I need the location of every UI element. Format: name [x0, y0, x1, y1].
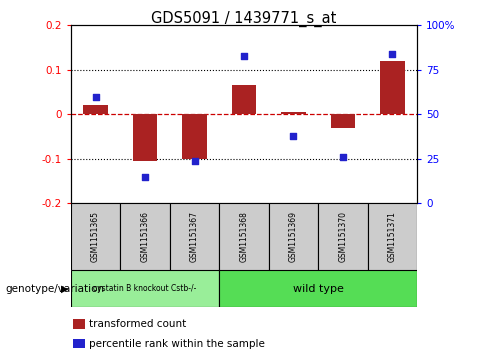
- Bar: [281, 112, 306, 114]
- Point: [191, 158, 199, 163]
- Bar: [120, 203, 170, 270]
- Bar: [71, 203, 120, 270]
- Text: GSM1151370: GSM1151370: [339, 211, 347, 262]
- Text: cystatin B knockout Cstb-/-: cystatin B knockout Cstb-/-: [93, 284, 197, 293]
- Bar: [71, 270, 219, 307]
- Text: GSM1151369: GSM1151369: [289, 211, 298, 262]
- Text: GSM1151365: GSM1151365: [91, 211, 100, 262]
- Text: genotype/variation: genotype/variation: [5, 284, 104, 294]
- Text: percentile rank within the sample: percentile rank within the sample: [89, 339, 264, 349]
- Text: GSM1151368: GSM1151368: [240, 211, 248, 262]
- Bar: [331, 114, 355, 128]
- Point: [339, 154, 347, 160]
- Bar: [170, 203, 219, 270]
- Text: transformed count: transformed count: [89, 319, 186, 329]
- Bar: [219, 203, 269, 270]
- Point: [92, 94, 100, 99]
- Bar: [133, 114, 157, 161]
- Point: [141, 174, 149, 180]
- Text: wild type: wild type: [293, 284, 344, 294]
- Point: [388, 51, 396, 57]
- Point: [289, 133, 297, 139]
- Bar: [219, 270, 417, 307]
- Text: GSM1151367: GSM1151367: [190, 211, 199, 262]
- Bar: [232, 85, 256, 114]
- Bar: [380, 61, 405, 114]
- Text: ▶: ▶: [61, 284, 68, 294]
- Text: GDS5091 / 1439771_s_at: GDS5091 / 1439771_s_at: [151, 11, 337, 27]
- Point: [240, 53, 248, 58]
- Bar: [83, 105, 108, 114]
- Bar: [368, 203, 417, 270]
- Bar: [182, 114, 207, 159]
- Text: GSM1151371: GSM1151371: [388, 211, 397, 262]
- Bar: [269, 203, 318, 270]
- Bar: [318, 203, 368, 270]
- Text: GSM1151366: GSM1151366: [141, 211, 149, 262]
